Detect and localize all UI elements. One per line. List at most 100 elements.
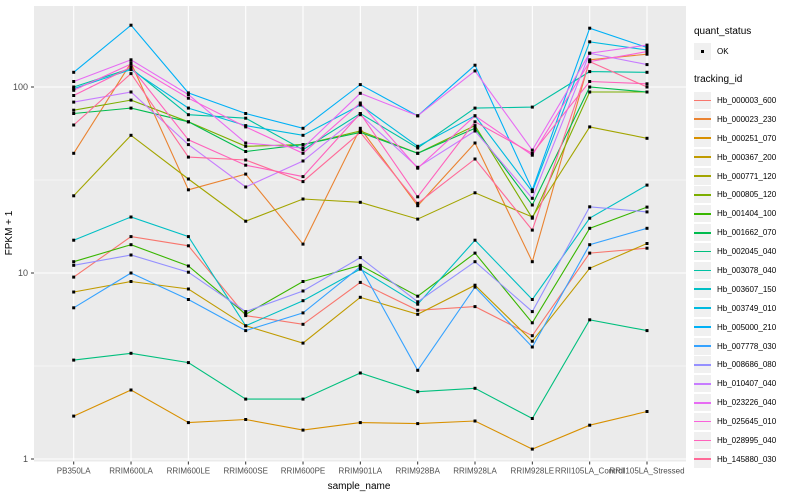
data-point [72,94,76,97]
data-point [301,280,305,283]
data-point [244,150,248,153]
line-key-icon [694,205,711,223]
data-point [358,421,362,425]
data-point [416,114,420,118]
legend-color-line [694,382,711,385]
data-point [186,138,190,142]
data-point [186,91,190,95]
legend-entry-label: Hb_028995_040 [717,435,777,445]
data-point [129,253,133,257]
data-point [645,136,649,140]
legend-entry-label: Hb_008686_080 [717,360,777,370]
data-point [186,188,190,192]
data-point [473,69,477,73]
data-point [72,358,76,362]
data-point [244,144,248,148]
data-point [588,423,592,427]
legend-title-quant-status: quant_status [694,26,752,37]
data-point [129,215,133,219]
line-key-icon [694,431,711,449]
line-key-icon [694,261,711,279]
data-point [72,100,76,104]
data-point [72,263,76,267]
legend-entry-ok: OK [694,43,800,60]
data-point [645,210,649,214]
line-key-icon [694,167,711,185]
data-point [645,43,649,47]
data-point [416,294,420,298]
legend-entry: Hb_023226_040 [694,393,800,412]
data-point [473,120,477,124]
data-point [186,93,190,97]
x-tick-label: RRIM600LA [109,467,153,476]
data-point [645,226,649,230]
data-point [530,417,534,420]
data-point [416,204,420,208]
line-key-icon [694,224,711,242]
data-point [645,242,649,245]
data-point [358,83,362,87]
data-point [473,251,477,255]
legend-entry: Hb_025645_010 [694,412,800,431]
data-point [72,80,76,83]
data-point [645,46,649,49]
data-point [244,312,248,316]
legend-entry: Hb_005000_210 [694,318,800,337]
data-point [530,345,534,349]
legend-color-line [694,212,711,215]
data-point [645,48,649,52]
data-point [588,51,592,55]
data-point [588,80,592,83]
legend-color-line [694,250,711,253]
line-key-icon [694,356,711,374]
legend-entry-label: Hb_000771_120 [717,171,777,181]
legend-color-line [694,156,711,158]
data-point [416,195,420,199]
data-point [530,151,534,155]
legend-entry: Hb_007778_030 [694,337,800,356]
data-point [645,329,649,333]
data-point [358,280,362,284]
legend-entry: Hb_000771_120 [694,167,800,186]
data-point [588,226,592,230]
line-key-icon [694,91,711,109]
data-point [645,90,649,94]
legend-color-line [694,364,711,366]
x-tick-label: RRII105LA_Stressed [609,467,684,476]
x-tick-label: PB350LA [57,467,91,476]
data-point [473,285,477,289]
legend-color-line [694,420,711,423]
data-point [186,96,190,100]
data-point [72,151,76,155]
legend-color-line [694,193,711,196]
data-point [186,270,190,274]
data-point [530,216,534,220]
data-point [244,158,248,162]
x-tick-label: RRIM600PE [281,467,325,476]
data-point [473,63,477,67]
data-point [186,143,190,147]
legend-color-line [694,307,711,310]
legend-color-line [694,99,711,102]
data-point [301,175,305,179]
legend-entry: Hb_000251_070 [694,129,800,148]
x-tick-label: RRII105LA_Control [555,467,625,476]
data-point [301,341,305,345]
data-point [645,82,649,86]
line-key-icon [694,148,711,166]
line-key-icon [694,337,711,355]
legend-entries: Hb_000003_600 Hb_000023_230 Hb_000251_070 H… [694,91,800,469]
x-tick-label: RRIM901LA [339,467,383,476]
data-point [244,163,248,167]
data-point [244,141,248,145]
data-point [645,50,649,54]
data-point [473,129,477,133]
data-point [244,172,248,176]
legend-entry-label: Hb_000023_230 [717,114,777,124]
data-point [530,321,534,325]
data-point [244,310,248,314]
data-point [588,216,592,220]
data-point [416,308,420,312]
legend-entry-label: Hb_001404_100 [717,209,777,219]
data-point [129,72,133,76]
